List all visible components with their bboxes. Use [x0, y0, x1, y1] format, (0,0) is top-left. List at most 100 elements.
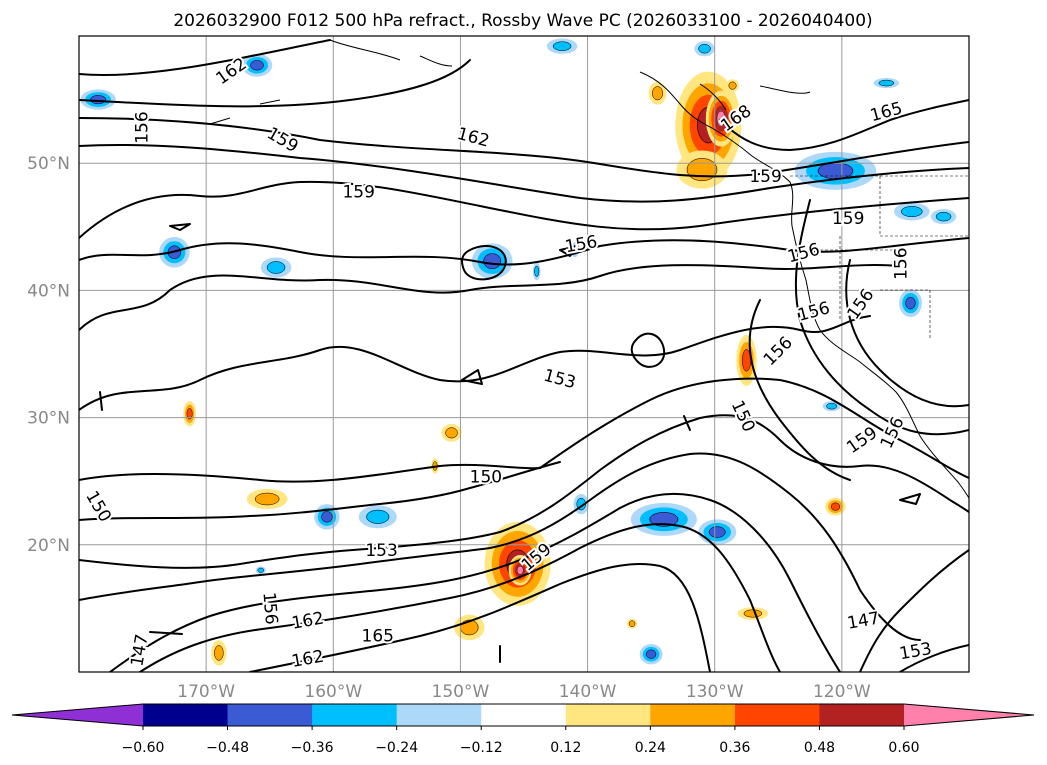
contour-line [899, 644, 969, 672]
anomaly-fill [483, 253, 502, 270]
contour-line [79, 264, 901, 331]
colorbar-tick-label: 0.48 [804, 740, 835, 756]
anomaly-fill [830, 502, 841, 511]
anomaly-fill [186, 408, 193, 420]
coastline-north-america [639, 71, 969, 499]
anomaly-fill [741, 349, 752, 372]
anomaly-fill [728, 81, 737, 90]
colorbar-tick-label: −0.60 [122, 740, 165, 756]
anomaly-fill [900, 206, 923, 218]
anomaly-fill [628, 620, 636, 627]
anomaly-outline [186, 408, 193, 420]
contour-line [79, 452, 921, 641]
anomaly-fill [516, 565, 524, 575]
colorbar-tick-label: 0.12 [550, 740, 581, 756]
colorbar-segment [227, 704, 313, 726]
anomaly-fill [935, 211, 952, 222]
anomaly-fill [878, 79, 895, 87]
colorbar: −0.60 −0.48 −0.36 −0.24 −0.12 0.12 0.24 0.36 0.4… [11, 703, 1035, 756]
anomaly-outline [516, 565, 524, 575]
contour-line [859, 549, 969, 672]
anomaly-fill [250, 60, 264, 71]
anomaly-fill [698, 44, 711, 54]
map-frame [78, 35, 970, 673]
lat-tick-label: 40°N [27, 281, 70, 301]
contour-line [845, 259, 969, 408]
border-line [790, 175, 969, 340]
contour-line [748, 299, 851, 481]
chart-title: 2026032900 F012 500 hPa refract., Rossby… [173, 11, 872, 31]
contour-line [719, 99, 969, 151]
anomaly-outline [266, 261, 286, 274]
contour-label: 156 [133, 111, 153, 143]
anomaly-fill [649, 512, 679, 527]
anomaly-fill [266, 261, 286, 274]
anomaly-outline [646, 649, 657, 659]
lat-tick-label: 20°N [27, 536, 70, 556]
colorbar-segment [396, 704, 482, 726]
anomaly-outline [366, 509, 390, 524]
colorbar-tick-label: 0.36 [719, 740, 750, 756]
anomaly-fill [257, 567, 264, 573]
contour-line [79, 237, 969, 266]
anomaly-fill [686, 157, 718, 182]
anomaly-fill [826, 403, 838, 410]
contour-line [139, 523, 781, 672]
anomaly-fill [366, 509, 390, 524]
lon-tick-label: 120°W [813, 682, 871, 702]
coastline-islands [209, 39, 811, 125]
contour-line [79, 377, 969, 483]
anomaly-outline [686, 158, 718, 181]
anomaly-outline [552, 41, 572, 51]
anomaly-fill [817, 162, 854, 180]
contour-line [79, 180, 969, 239]
contour-line [461, 369, 483, 385]
contour-line [169, 223, 191, 231]
anomaly-outline [935, 211, 952, 222]
contour-line [794, 199, 969, 436]
refractivity-contours [79, 39, 969, 672]
anomaly-outline [250, 60, 264, 71]
colorbar-tick-label: 0.60 [888, 740, 919, 756]
lat-tick-label: 30°N [27, 409, 70, 429]
longitude-tick-labels: 170°W 160°W 150°W 140°W 130°W 120°W [177, 682, 871, 702]
contour-label: 159 [749, 167, 781, 187]
contour-line [79, 315, 871, 411]
contour-label: 159 [342, 182, 374, 202]
anomaly-outline [716, 110, 726, 127]
anomaly-fill [743, 609, 763, 618]
colorbar-tick-label: −0.12 [460, 740, 503, 756]
colorbar-segment [819, 704, 905, 726]
contour-label: 150 [470, 467, 502, 487]
contour-line [109, 492, 841, 672]
contour-line [559, 245, 579, 257]
anomaly-fill [534, 265, 540, 277]
lat-tick-label: 50°N [27, 154, 70, 174]
lon-tick-label: 170°W [177, 682, 235, 702]
contour-line [899, 493, 921, 505]
colorbar-tick-label: −0.36 [291, 740, 334, 756]
lon-tick-label: 130°W [686, 682, 744, 702]
contour-line [79, 39, 331, 76]
anomaly-outline [878, 79, 895, 87]
anomaly-outline [628, 620, 636, 627]
colorbar-extend-high [904, 704, 1034, 726]
anomaly-outline [445, 427, 458, 439]
colorbar-segment [650, 704, 736, 726]
anomaly-outline [257, 567, 265, 573]
contour-line [630, 332, 666, 368]
anomaly-outline [901, 206, 923, 217]
anomaly-fill [321, 511, 333, 523]
lon-tick-label: 160°W [304, 682, 362, 702]
anomaly-outline [905, 296, 916, 310]
contour-label: 165 [362, 626, 394, 646]
colorbar-segment [143, 704, 229, 726]
anomaly-fill [646, 649, 657, 659]
anomaly-fill [552, 41, 572, 51]
colorbar-segment [734, 704, 820, 726]
anomaly-outline [321, 511, 333, 523]
anomaly-fill [708, 526, 726, 538]
lon-tick-label: 140°W [559, 682, 617, 702]
